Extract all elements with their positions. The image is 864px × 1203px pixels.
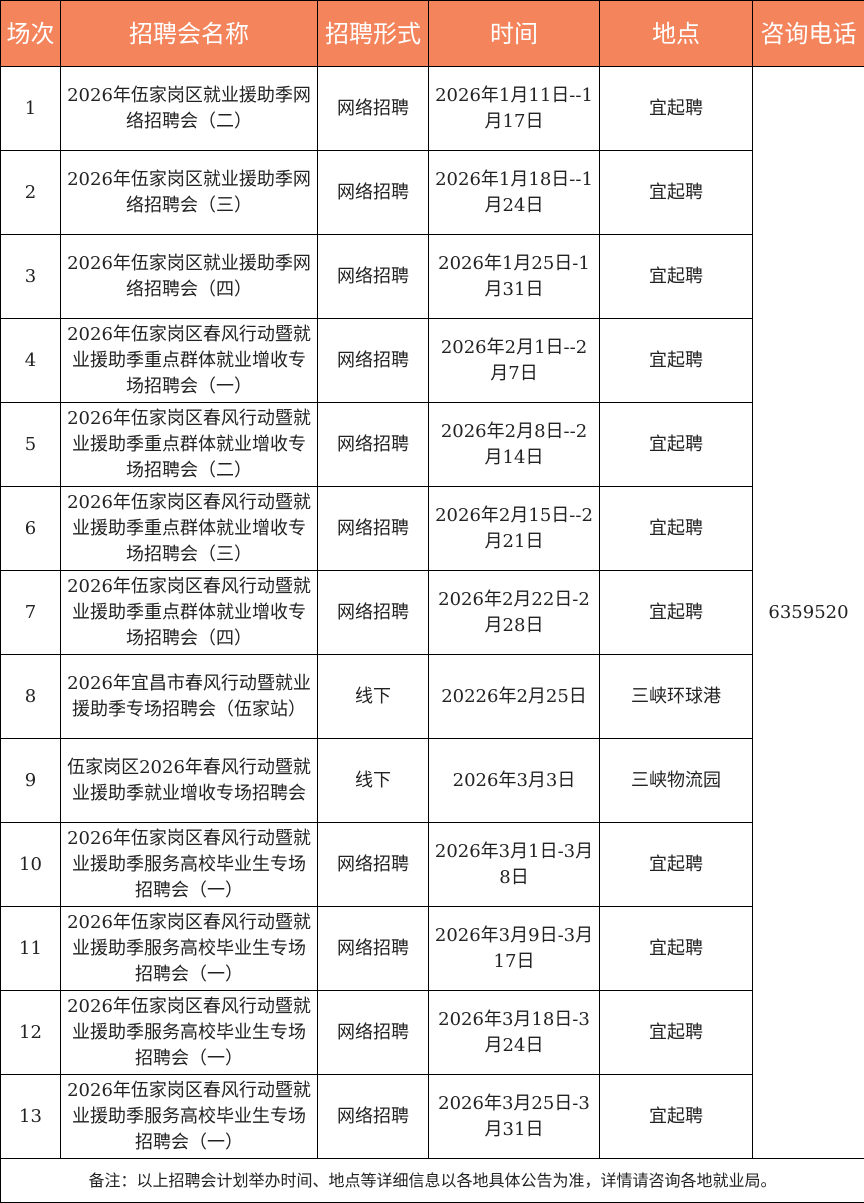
cell-time: 2026年3月9日-3月17日 [429, 907, 600, 991]
cell-no: 11 [1, 907, 61, 991]
cell-form: 网络招聘 [318, 235, 429, 319]
cell-name: 2026年伍家岗区春风行动暨就业援助季重点群体就业增收专场招聘会（二） [61, 403, 318, 487]
cell-time: 2026年3月3日 [429, 739, 600, 823]
cell-name: 伍家岗区2026年春风行动暨就业援助季就业增收专场招聘会 [61, 739, 318, 823]
cell-name: 2026年宜昌市春风行动暨就业援助季专场招聘会（伍家站） [61, 655, 318, 739]
note-text: 备注：以上招聘会计划举办时间、地点等详细信息以各地具体公告为准，详情请咨询各地就… [1, 1159, 864, 1203]
cell-no: 12 [1, 991, 61, 1075]
cell-form: 网络招聘 [318, 67, 429, 151]
cell-form: 线下 [318, 655, 429, 739]
header-place: 地点 [600, 1, 753, 67]
cell-name: 2026年伍家岗区春风行动暨就业援助季重点群体就业增收专场招聘会（一） [61, 319, 318, 403]
cell-place: 宜起聘 [600, 991, 753, 1075]
cell-place: 宜起聘 [600, 823, 753, 907]
note-row: 备注：以上招聘会计划举办时间、地点等详细信息以各地具体公告为准，详情请咨询各地就… [1, 1159, 864, 1203]
cell-form: 网络招聘 [318, 823, 429, 907]
cell-place: 宜起聘 [600, 907, 753, 991]
header-form: 招聘形式 [318, 1, 429, 67]
cell-time: 2026年2月22日-2月28日 [429, 571, 600, 655]
header-row: 场次 招聘会名称 招聘形式 时间 地点 咨询电话 [1, 1, 864, 67]
header-name: 招聘会名称 [61, 1, 318, 67]
cell-place: 三峡环球港 [600, 655, 753, 739]
header-phone: 咨询电话 [753, 1, 864, 67]
cell-form: 网络招聘 [318, 991, 429, 1075]
cell-place: 宜起聘 [600, 235, 753, 319]
cell-place: 宜起聘 [600, 67, 753, 151]
cell-time: 20226年2月25日 [429, 655, 600, 739]
cell-place: 宜起聘 [600, 151, 753, 235]
cell-name: 2026年伍家岗区春风行动暨就业援助季服务高校毕业生专场招聘会（一） [61, 907, 318, 991]
cell-name: 2026年伍家岗区春风行动暨就业援助季重点群体就业增收专场招聘会（四） [61, 571, 318, 655]
cell-time: 2026年3月25日-3月31日 [429, 1075, 600, 1159]
cell-time: 2026年1月11日--1月17日 [429, 67, 600, 151]
cell-time: 2026年3月18日-3月24日 [429, 991, 600, 1075]
header-time: 时间 [429, 1, 600, 67]
cell-no: 8 [1, 655, 61, 739]
cell-no: 2 [1, 151, 61, 235]
cell-no: 3 [1, 235, 61, 319]
cell-form: 网络招聘 [318, 571, 429, 655]
cell-form: 网络招聘 [318, 403, 429, 487]
cell-name: 2026年伍家岗区就业援助季网络招聘会（四） [61, 235, 318, 319]
cell-no: 5 [1, 403, 61, 487]
cell-place: 宜起聘 [600, 571, 753, 655]
cell-form: 网络招聘 [318, 319, 429, 403]
cell-place: 三峡物流园 [600, 739, 753, 823]
cell-name: 2026年伍家岗区春风行动暨就业援助季重点群体就业增收专场招聘会（三） [61, 487, 318, 571]
cell-place: 宜起聘 [600, 487, 753, 571]
cell-no: 13 [1, 1075, 61, 1159]
cell-form: 网络招聘 [318, 1075, 429, 1159]
cell-name: 2026年伍家岗区就业援助季网络招聘会（三） [61, 151, 318, 235]
cell-form: 线下 [318, 739, 429, 823]
cell-no: 4 [1, 319, 61, 403]
cell-name: 2026年伍家岗区春风行动暨就业援助季服务高校毕业生专场招聘会（一） [61, 823, 318, 907]
cell-place: 宜起聘 [600, 1075, 753, 1159]
cell-no: 10 [1, 823, 61, 907]
cell-time: 2026年1月18日--1月24日 [429, 151, 600, 235]
cell-form: 网络招聘 [318, 151, 429, 235]
cell-name: 2026年伍家岗区春风行动暨就业援助季服务高校毕业生专场招聘会（一） [61, 991, 318, 1075]
cell-time: 2026年3月1日-3月8日 [429, 823, 600, 907]
cell-place: 宜起聘 [600, 319, 753, 403]
cell-no: 6 [1, 487, 61, 571]
header-no: 场次 [1, 1, 61, 67]
cell-no: 9 [1, 739, 61, 823]
cell-time: 2026年2月15日--2月21日 [429, 487, 600, 571]
cell-time: 2026年2月8日--2月14日 [429, 403, 600, 487]
cell-name: 2026年伍家岗区春风行动暨就业援助季服务高校毕业生专场招聘会（一） [61, 1075, 318, 1159]
cell-time: 2026年2月1日--2月7日 [429, 319, 600, 403]
cell-form: 网络招聘 [318, 907, 429, 991]
cell-name: 2026年伍家岗区就业援助季网络招聘会（二） [61, 67, 318, 151]
cell-phone: 6359520 [753, 67, 864, 1159]
cell-time: 2026年1月25日-1月31日 [429, 235, 600, 319]
cell-place: 宜起聘 [600, 403, 753, 487]
cell-no: 7 [1, 571, 61, 655]
cell-no: 1 [1, 67, 61, 151]
cell-form: 网络招聘 [318, 487, 429, 571]
